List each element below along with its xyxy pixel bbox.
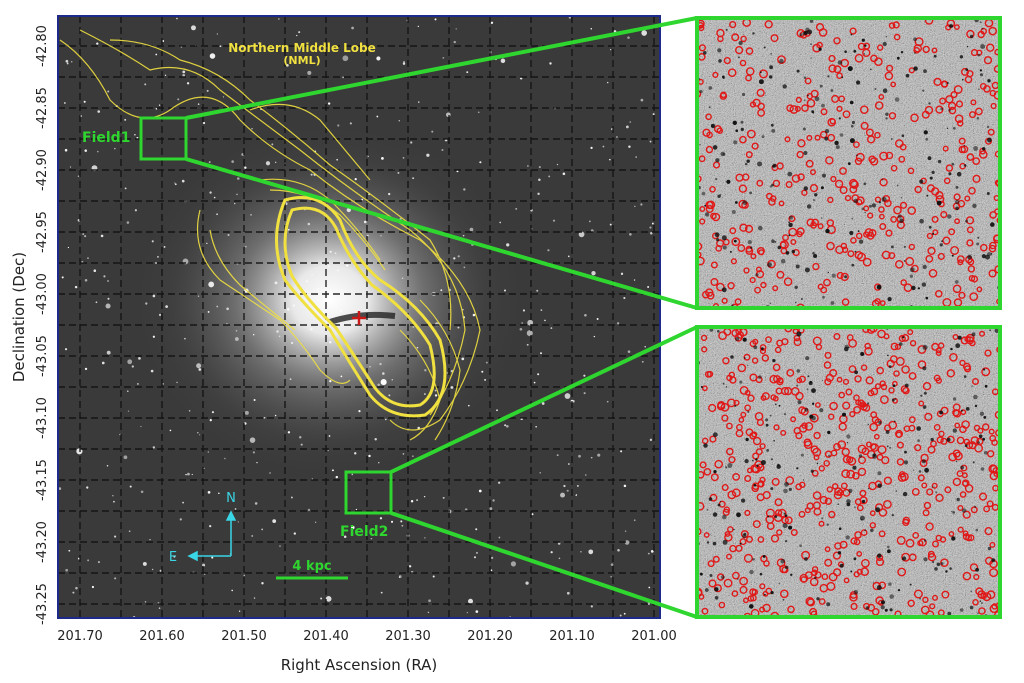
dust-lane — [329, 311, 396, 325]
y-axis-title: Declination (Dec) — [10, 252, 28, 382]
y-tick-label: -42.85 — [35, 87, 50, 129]
x-tick-label: 201.60 — [139, 629, 185, 644]
field2-box — [344, 470, 393, 515]
x-tick-label: 201.30 — [385, 629, 431, 644]
y-tick-label: -43.15 — [35, 459, 50, 501]
x-tick-label: 201.00 — [631, 629, 677, 644]
field2-label: Field2 — [340, 524, 388, 540]
y-tick-label: -43.20 — [35, 521, 50, 563]
field1-box — [139, 116, 188, 161]
y-tick-label: -42.90 — [35, 149, 50, 191]
source-markers-field2 — [697, 327, 1000, 617]
main-frame — [57, 15, 661, 619]
y-tick-label: -42.95 — [35, 211, 50, 253]
lobe-abbrev: (NML) — [283, 54, 320, 67]
radio-contours — [59, 29, 481, 441]
y-tick-label: -42.80 — [35, 25, 50, 67]
sky-image — [58, 16, 660, 618]
compass-east-label: E — [169, 550, 177, 565]
x-axis-title: Right Ascension (RA) — [281, 656, 438, 674]
x-tick-label: 201.20 — [467, 629, 513, 644]
compass-north-label: N — [226, 491, 236, 506]
x-tick-label: 201.50 — [221, 629, 267, 644]
source-markers-field1 — [697, 18, 1000, 308]
x-tick-label: 201.70 — [57, 629, 103, 644]
x-tick-label: 201.10 — [549, 629, 595, 644]
x-axis-ticks: 201.70 201.60 201.50 201.40 201.30 201.20 201.… — [57, 629, 677, 644]
y-tick-label: -43.25 — [35, 583, 50, 625]
nucleus-marker — [352, 311, 366, 325]
lobe-title: Northern Middle Lobe — [228, 41, 376, 55]
inset-field2 — [695, 325, 1002, 619]
y-tick-label: -43.00 — [35, 273, 50, 315]
compass — [187, 510, 237, 562]
x-tick-label: 201.40 — [303, 629, 349, 644]
inset-field1 — [695, 16, 1002, 310]
field1-label: Field1 — [82, 130, 130, 146]
inner-lobes — [275, 196, 447, 418]
y-tick-label: -43.05 — [35, 335, 50, 377]
y-tick-label: -43.10 — [35, 397, 50, 439]
y-axis-ticks: -42.80 -42.85 -42.90 -42.95 -43.00 -43.05 -43.… — [35, 25, 50, 625]
scale-bar-label: 4 kpc — [292, 559, 331, 574]
inset-connectors — [185, 16, 698, 619]
